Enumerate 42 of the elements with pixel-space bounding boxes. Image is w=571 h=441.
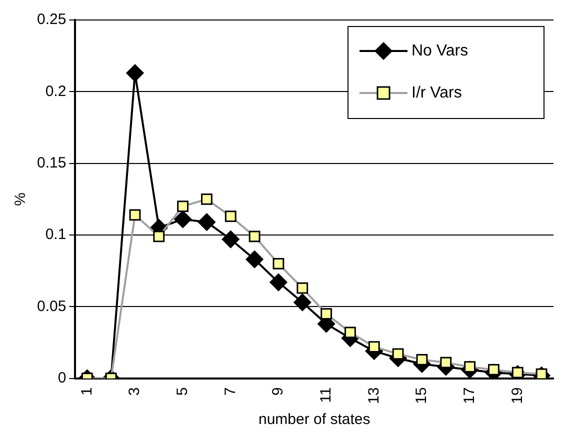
point <box>248 230 260 242</box>
point <box>129 209 141 221</box>
y-tick-label: 0 <box>58 369 66 386</box>
point <box>224 210 236 222</box>
x-tick-label: 19 <box>508 387 526 404</box>
point <box>416 354 428 366</box>
point <box>153 230 165 242</box>
point <box>201 193 212 205</box>
x-tick-label: 11 <box>317 387 334 403</box>
x-tick-label: 9 <box>270 387 287 396</box>
y-tick-label: 0.05 <box>36 298 66 315</box>
y-axis-title: % <box>12 192 30 206</box>
point <box>392 348 404 360</box>
point <box>272 258 284 270</box>
x-tick-label: 7 <box>222 387 239 396</box>
point <box>294 294 312 312</box>
x-axis-title: number of states <box>258 411 370 428</box>
legend-label: No Vars <box>412 42 468 60</box>
y-tick-label: 0.2 <box>45 82 66 100</box>
point <box>174 210 192 228</box>
point <box>126 64 144 82</box>
x-tick-label: 13 <box>365 387 382 404</box>
point <box>296 282 308 294</box>
x-tick-label: 1 <box>78 387 96 396</box>
legend-label: I/r Vars <box>412 84 462 102</box>
point <box>320 308 332 320</box>
y-tick-label: 0.1 <box>45 226 66 244</box>
point <box>440 356 452 368</box>
point <box>246 250 264 268</box>
y-tick-label: 0.15 <box>36 154 66 172</box>
point <box>177 200 189 212</box>
point <box>344 326 356 338</box>
y-tick-label: 0.25 <box>36 11 66 28</box>
x-tick-label: 17 <box>460 387 478 404</box>
x-tick-label: 3 <box>126 387 144 396</box>
x-tick-label: 15 <box>413 387 430 404</box>
point <box>198 213 216 231</box>
x-tick-label: 5 <box>174 387 191 396</box>
point <box>536 368 548 378</box>
point <box>222 230 240 248</box>
point <box>270 274 288 292</box>
point <box>368 341 380 352</box>
